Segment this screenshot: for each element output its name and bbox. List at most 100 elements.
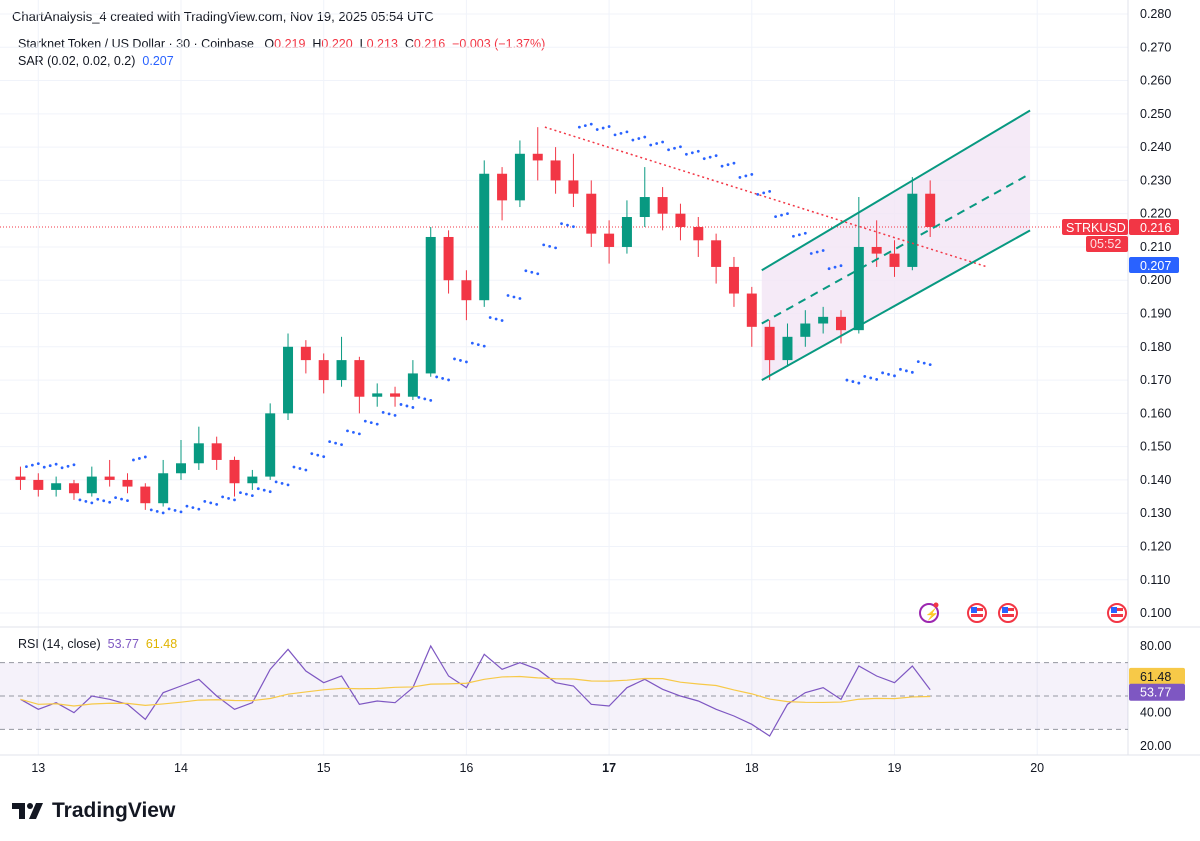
symbol-tag-bg bbox=[1062, 218, 1128, 235]
price-axis-label: 0.130 bbox=[1140, 506, 1171, 520]
candle-body bbox=[800, 323, 811, 337]
candle-body bbox=[675, 213, 686, 227]
candle-body bbox=[104, 476, 115, 480]
logo-text: TradingView bbox=[52, 799, 176, 822]
time-axis-label: 15 bbox=[317, 761, 331, 775]
sar-dot bbox=[756, 192, 760, 196]
candle-body bbox=[889, 253, 900, 267]
price-axis-label: 0.190 bbox=[1140, 307, 1171, 321]
sar-dot bbox=[815, 250, 819, 254]
sar-dot bbox=[221, 495, 225, 499]
candle-body bbox=[782, 336, 793, 361]
sar-dot bbox=[774, 215, 777, 219]
time-axis-label: 19 bbox=[888, 761, 902, 775]
sar-dot bbox=[714, 154, 718, 158]
sar-dot bbox=[595, 128, 599, 131]
tradingview-logo-icon bbox=[12, 803, 43, 819]
tradingview-logo[interactable]: TradingView bbox=[12, 799, 175, 823]
price-tag-bg bbox=[1129, 218, 1179, 235]
candle-body bbox=[497, 173, 508, 201]
candle-body bbox=[140, 486, 151, 504]
candle-body bbox=[871, 246, 882, 254]
sar-dot bbox=[708, 155, 712, 159]
sar-dot bbox=[643, 135, 647, 139]
price-axis-label: 0.180 bbox=[1140, 340, 1171, 354]
price-axis-label: 0.140 bbox=[1140, 473, 1171, 487]
time-axis-label: 14 bbox=[174, 761, 188, 775]
symbol-tag: STRKUSD bbox=[1066, 221, 1126, 235]
sar-dot bbox=[488, 316, 492, 319]
sar-dot bbox=[310, 452, 314, 456]
candle-body bbox=[711, 240, 722, 267]
sar-dot bbox=[245, 492, 248, 496]
sar-dot bbox=[696, 149, 700, 153]
sar-dot bbox=[363, 419, 367, 423]
candle-body bbox=[158, 473, 169, 504]
sar-dot bbox=[619, 132, 623, 135]
sar-dot bbox=[649, 143, 653, 147]
candle-body bbox=[657, 197, 668, 214]
sar-dot bbox=[102, 499, 106, 503]
rsi-tag-bg bbox=[1129, 683, 1185, 701]
sar-dot bbox=[399, 403, 403, 406]
price-axis-label: 0.210 bbox=[1140, 240, 1171, 254]
sar-dot bbox=[536, 272, 540, 276]
candle-body bbox=[193, 443, 204, 464]
price-chart[interactable]: 0.280 0.270 0.260 0.250 0.240 0.230 0.220 0.210… bbox=[0, 0, 1200, 790]
us-flag-icon-stripe bbox=[1111, 614, 1123, 617]
sar-dot bbox=[887, 372, 890, 376]
sar-dot bbox=[673, 146, 676, 150]
rsi-ma-tag: 61.48 bbox=[1140, 670, 1171, 684]
candle-body bbox=[479, 173, 490, 301]
us-flag-icon-stripe bbox=[971, 614, 983, 617]
candle-body bbox=[68, 483, 79, 494]
price-axis-label: 0.260 bbox=[1140, 74, 1171, 88]
event-dot bbox=[933, 602, 939, 608]
sar-dot bbox=[417, 395, 421, 399]
sar-dot bbox=[744, 174, 748, 178]
candle-body bbox=[443, 236, 454, 281]
sar-tag-bg bbox=[1129, 256, 1179, 273]
channel-middle-line bbox=[761, 172, 1031, 325]
sar-dot bbox=[250, 494, 254, 498]
sar-dot bbox=[625, 130, 629, 134]
sar-dot bbox=[780, 213, 783, 217]
sar-dot bbox=[381, 410, 385, 414]
price-axis-label: 0.160 bbox=[1140, 406, 1171, 420]
sar-dot bbox=[566, 223, 569, 227]
sar-dot bbox=[589, 122, 593, 126]
sar-dot bbox=[316, 453, 320, 457]
sar-dot bbox=[530, 270, 534, 274]
sar-dot bbox=[494, 317, 498, 321]
candle-body bbox=[853, 246, 864, 331]
price-axis-label: 0.120 bbox=[1140, 539, 1171, 553]
sar-dot bbox=[803, 231, 807, 235]
candle-body bbox=[514, 153, 525, 201]
candle-body bbox=[621, 217, 632, 247]
sar-dot bbox=[167, 507, 171, 511]
candle-body bbox=[693, 226, 704, 241]
candle-body bbox=[122, 479, 133, 487]
sar-dot bbox=[84, 499, 88, 503]
sar-dot bbox=[429, 398, 433, 402]
candle-body bbox=[764, 326, 775, 361]
sar-dot bbox=[60, 466, 64, 470]
sar-dot bbox=[173, 508, 177, 512]
candle-body bbox=[532, 153, 543, 161]
sar-dot bbox=[607, 125, 611, 128]
sar-dot bbox=[572, 225, 575, 229]
sar-dot bbox=[720, 164, 724, 168]
sar-dot bbox=[863, 375, 867, 378]
sar-dot bbox=[66, 464, 70, 468]
sar-dot bbox=[518, 297, 522, 300]
candle-body bbox=[229, 459, 240, 484]
candle-body bbox=[15, 476, 26, 480]
candle-body bbox=[300, 346, 311, 361]
sar-dot bbox=[875, 378, 879, 381]
price-axis-label: 0.110 bbox=[1140, 573, 1170, 587]
sar-dot bbox=[36, 462, 40, 466]
channel-fill bbox=[761, 110, 1031, 381]
sar-legend[interactable]: SAR (0.02, 0.02, 0.2) 0.207 bbox=[18, 54, 174, 68]
sar-dot bbox=[928, 363, 932, 367]
sar-dot bbox=[149, 508, 153, 512]
